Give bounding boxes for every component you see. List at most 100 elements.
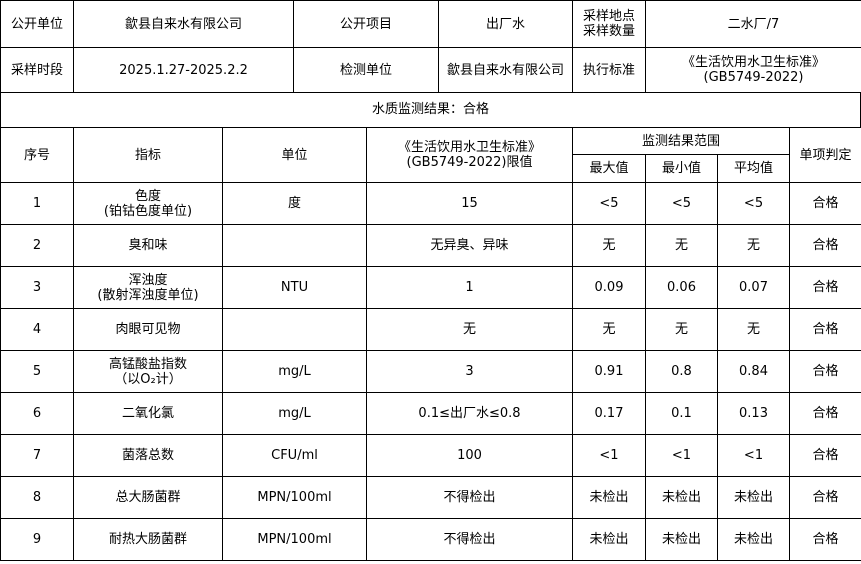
row-indicator: 臭和味	[73, 224, 223, 267]
period-value: 2025.1.27-2025.2.2	[73, 47, 294, 93]
row-no: 2	[0, 224, 74, 267]
row-min: 0.06	[645, 266, 718, 309]
header-limit-line2: (GB5749-2022)限值	[406, 155, 533, 170]
indicator-name: 二氧化氯	[121, 406, 174, 421]
header-limit: 《生活饮用水卫生标准》 (GB5749-2022)限值	[366, 127, 573, 183]
header-indicator: 指标	[73, 127, 223, 183]
info-table: 公开单位 歙县自来水有限公司 公开项目 出厂水 采样地点 采样数量 二水厂/7 采…	[0, 0, 861, 93]
row-avg: <5	[716, 182, 791, 225]
result-summary: 水质监测结果：合格	[0, 92, 861, 128]
row-limit: 不得检出	[366, 476, 573, 519]
row-min: 0.1	[645, 392, 718, 435]
row-avg: 无	[716, 308, 791, 351]
row-unit: CFU/ml	[222, 434, 367, 477]
row-avg: 0.84	[716, 350, 791, 393]
row-indicator: 浑浊度 (散射浑浊度单位)	[73, 266, 223, 309]
row-limit: 100	[366, 434, 573, 477]
row-verdict: 合格	[789, 182, 861, 225]
publisher-value: 歙县自来水有限公司	[73, 0, 294, 48]
row-limit: 15	[366, 182, 573, 225]
row-avg: 未检出	[716, 476, 791, 519]
period-label: 采样时段	[0, 47, 74, 93]
row-avg: 0.07	[716, 266, 791, 309]
row-unit: MPN/100ml	[222, 476, 367, 519]
item-value: 出厂水	[438, 0, 573, 48]
row-unit: mg/L	[222, 392, 367, 435]
row-max: 未检出	[572, 476, 646, 519]
row-unit	[222, 224, 367, 267]
header-range: 监测结果范围	[571, 127, 791, 155]
row-min: <1	[645, 434, 718, 477]
standard-line1: 《生活饮用水卫生标准》	[681, 55, 825, 70]
site-label-line1: 采样地点	[582, 9, 635, 24]
row-min: 无	[645, 308, 718, 351]
header-verdict: 单项判定	[789, 127, 861, 183]
row-max: 0.17	[572, 392, 646, 435]
header-no: 序号	[0, 127, 74, 183]
indicator-name: 菌落总数	[121, 448, 174, 463]
indicator-unit-note: (铂钴色度单位)	[103, 203, 193, 219]
row-no: 3	[0, 266, 74, 309]
row-max: 0.91	[572, 350, 646, 393]
row-no: 9	[0, 518, 74, 561]
row-no: 7	[0, 434, 74, 477]
row-unit: 度	[222, 182, 367, 225]
indicator-name: 浑浊度	[128, 272, 168, 288]
header-min: 最小值	[645, 154, 718, 183]
row-max: <5	[572, 182, 646, 225]
row-verdict: 合格	[789, 224, 861, 267]
row-min: 未检出	[645, 476, 718, 519]
header-avg: 平均值	[716, 154, 791, 183]
row-verdict: 合格	[789, 476, 861, 519]
indicator-name: 色度	[134, 188, 161, 204]
indicator-unit-note: （以O₂计）	[114, 371, 182, 387]
row-indicator: 耐热大肠菌群	[73, 518, 223, 561]
standard-line2: (GB5749-2022)	[703, 70, 804, 85]
row-verdict: 合格	[789, 266, 861, 309]
standard-label: 执行标准	[572, 47, 646, 93]
row-avg: 0.13	[716, 392, 791, 435]
row-max: 未检出	[572, 518, 646, 561]
table-row: 8 总大肠菌群 MPN/100ml 不得检出 未检出 未检出 未检出 合格	[0, 476, 861, 519]
header-unit: 单位	[222, 127, 367, 183]
indicator-name: 臭和味	[128, 238, 168, 253]
site-label-line2: 采样数量	[582, 24, 635, 39]
indicator-name: 耐热大肠菌群	[108, 532, 187, 547]
row-max: 无	[572, 224, 646, 267]
row-limit: 1	[366, 266, 573, 309]
row-limit: 不得检出	[366, 518, 573, 561]
row-limit: 0.1≤出厂水≤0.8	[366, 392, 573, 435]
row-indicator: 色度 (铂钴色度单位)	[73, 182, 223, 225]
item-label: 公开项目	[293, 0, 439, 48]
summary-table: 水质监测结果：合格	[0, 92, 861, 128]
standard-value: 《生活饮用水卫生标准》 (GB5749-2022)	[645, 47, 861, 93]
row-unit: NTU	[222, 266, 367, 309]
row-limit: 3	[366, 350, 573, 393]
row-limit: 无	[366, 308, 573, 351]
row-min: 无	[645, 224, 718, 267]
row-no: 4	[0, 308, 74, 351]
table-row: 1 色度 (铂钴色度单位) 度 15 <5 <5 <5 合格	[0, 182, 861, 225]
row-no: 5	[0, 350, 74, 393]
row-verdict: 合格	[789, 308, 861, 351]
indicator-unit-note: (散射浑浊度单位)	[97, 287, 199, 303]
row-unit	[222, 308, 367, 351]
row-avg: 未检出	[716, 518, 791, 561]
row-max: <1	[572, 434, 646, 477]
row-no: 1	[0, 182, 74, 225]
row-no: 8	[0, 476, 74, 519]
row-min: 0.8	[645, 350, 718, 393]
row-limit: 无异臭、异味	[366, 224, 573, 267]
table-row: 7 菌落总数 CFU/ml 100 <1 <1 <1 合格	[0, 434, 861, 477]
row-avg: <1	[716, 434, 791, 477]
header-max: 最大值	[572, 154, 646, 183]
row-unit: mg/L	[222, 350, 367, 393]
row-indicator: 菌落总数	[73, 434, 223, 477]
row-indicator: 二氧化氯	[73, 392, 223, 435]
indicator-name: 高锰酸盐指数	[108, 356, 187, 372]
row-min: 未检出	[645, 518, 718, 561]
indicator-name: 肉眼可见物	[115, 322, 181, 337]
row-max: 无	[572, 308, 646, 351]
row-max: 0.09	[572, 266, 646, 309]
table-row: 3 浑浊度 (散射浑浊度单位) NTU 1 0.09 0.06 0.07 合格	[0, 266, 861, 309]
